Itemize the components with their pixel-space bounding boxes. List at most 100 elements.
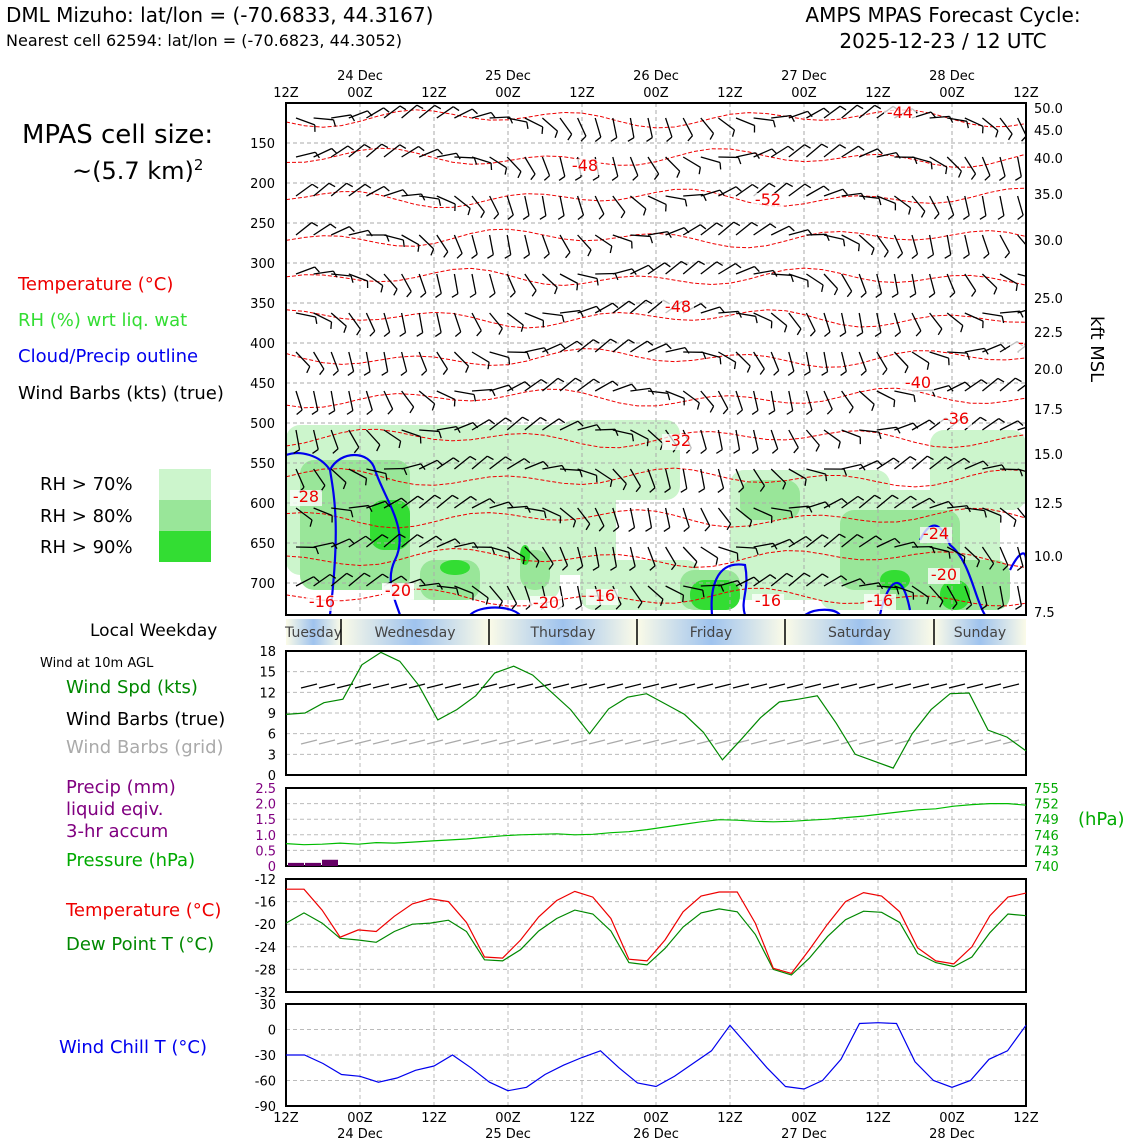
wind-barb [506, 156, 522, 172]
wind-barb-flag [649, 487, 656, 493]
wind-barb-flag [399, 144, 407, 149]
pressure-tick-label: 350 [250, 297, 275, 312]
wind-barb-flag [848, 406, 854, 414]
wind-barb-flag [435, 535, 443, 541]
top-x-tick-label: 12Z [1013, 86, 1039, 101]
wind-barb [664, 468, 671, 489]
wind-barb [964, 273, 977, 292]
wind-barb [366, 468, 387, 475]
wind-barb-flag [769, 223, 777, 229]
wind-barb [805, 390, 813, 411]
wind-barb [348, 183, 366, 197]
wind-barb-flag [875, 292, 882, 298]
wind-barb-flag [667, 393, 671, 401]
wind-barb [981, 156, 991, 176]
wind-barb [753, 148, 773, 158]
wind-barb-grid [426, 739, 444, 745]
top-x-tick-label: 12Z [421, 86, 447, 101]
wind-barb [911, 351, 930, 364]
wind-barb-flag [393, 288, 398, 296]
wind-barb-flag [882, 368, 888, 376]
wind-barb-grid [390, 739, 408, 745]
weekday-label: Tuesday [284, 625, 342, 641]
wind-barb [400, 312, 407, 333]
wind-barb-flag [883, 251, 889, 258]
contour-label-bg [382, 584, 414, 600]
wind-barb [806, 107, 825, 119]
wind-barb [999, 310, 1020, 314]
wind-barb [436, 494, 453, 509]
wind-barb-flag [803, 371, 811, 376]
wind-barb [313, 351, 325, 370]
wind-barb-flag [841, 498, 848, 504]
wind-barb-10m [606, 683, 624, 689]
wind-barb [453, 312, 462, 333]
wind-barb-flag [877, 148, 883, 155]
wind-barb [489, 351, 510, 359]
forecast-cycle-line2: 2025-12-23 / 12 UTC [839, 29, 1047, 53]
y-tick-label: -16 [255, 896, 276, 911]
wind-barb [559, 468, 581, 471]
wind-barb [788, 183, 806, 197]
wind-barb [946, 381, 966, 392]
wind-barb [682, 260, 699, 275]
wind-barb [524, 378, 542, 392]
wind-barb [330, 390, 336, 411]
wind-barb-flag [753, 576, 760, 583]
wind-barb-flag [454, 538, 461, 545]
rh-80-label: RH > 80% [40, 506, 133, 527]
wind-barb [542, 507, 561, 517]
contour-label-bg [1010, 336, 1026, 352]
wind-barb-flag [680, 260, 688, 266]
wind-barb-10m [660, 683, 678, 689]
wind-barb-flag [585, 523, 591, 531]
wind-barb [946, 273, 956, 293]
wind-barb [541, 377, 559, 392]
pressure-tick-label: 150 [250, 137, 275, 152]
wind-barb [841, 273, 853, 292]
wind-barb [770, 538, 790, 548]
pressure-tick-label: 740 [1034, 860, 1059, 875]
wind-barb [876, 351, 888, 370]
wind-barb [876, 585, 897, 589]
wind-barb [436, 426, 457, 431]
legend-rh: RH (%) wrt liq. wat [18, 310, 188, 331]
wind-barb [383, 234, 404, 241]
wind-barb [964, 195, 970, 216]
wind-barb-flag [574, 176, 582, 181]
wind-barb [348, 312, 362, 330]
wind-barb [929, 115, 950, 119]
wind-barb [840, 312, 847, 333]
wind-barb [647, 546, 656, 566]
wind-barb-10m [624, 683, 642, 689]
y-tick-label: 30 [259, 998, 276, 1013]
wind-barb-flag [1017, 420, 1024, 426]
wind-barb [753, 574, 771, 587]
wind-barb-flag [971, 290, 977, 297]
wind-barb [752, 429, 759, 450]
wind-barb [383, 390, 394, 410]
top-x-tick-label: 00Z [643, 86, 669, 101]
wind-barb-flag [577, 420, 584, 427]
wind-barb [700, 468, 706, 489]
wind-barb-flag [805, 536, 812, 542]
wind-barb-flag [997, 605, 1004, 610]
panel-frame [285, 650, 1027, 776]
wind-barb [312, 429, 319, 450]
wind-barb [506, 546, 525, 558]
wind-barb [858, 312, 864, 333]
wind-barb-flag [314, 266, 320, 273]
wind-barb [295, 117, 316, 126]
wind-barb-flag [772, 270, 778, 277]
weekday-segment [934, 619, 1026, 645]
wind-barb [524, 156, 536, 175]
kft-tick-label: 15.0 [1034, 448, 1063, 463]
wind-barb-flag [436, 459, 443, 466]
wind-barb-flag [592, 176, 600, 181]
wind-barb-flag [454, 331, 462, 337]
wind-barb-flag [561, 315, 565, 323]
wind-barb [664, 117, 673, 138]
wind-barb [331, 507, 352, 512]
wind-barb-flag [966, 352, 970, 360]
windchill-line [286, 1022, 1027, 1092]
